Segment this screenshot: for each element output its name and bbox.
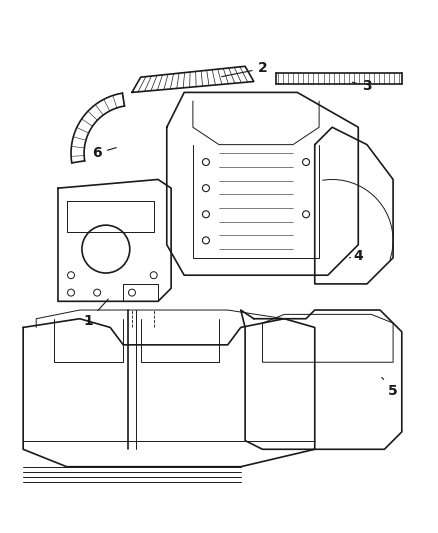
Text: 5: 5 xyxy=(382,377,398,398)
Text: 6: 6 xyxy=(92,147,116,160)
Text: 2: 2 xyxy=(222,61,267,77)
Text: 4: 4 xyxy=(350,248,363,263)
Text: 3: 3 xyxy=(352,79,372,93)
Text: 1: 1 xyxy=(84,299,108,328)
